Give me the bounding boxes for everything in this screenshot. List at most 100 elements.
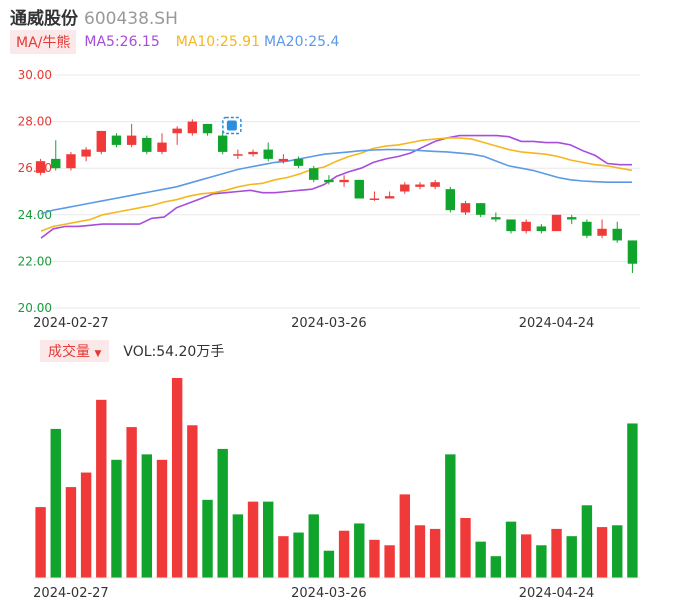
volume-bar[interactable]	[490, 556, 502, 578]
volume-bar[interactable]	[80, 472, 92, 578]
volume-bar[interactable]	[263, 501, 274, 578]
volume-x-tick-label: 2024-02-27	[33, 586, 109, 601]
volume-bar[interactable]	[551, 528, 562, 578]
candle-body[interactable]	[521, 221, 531, 232]
volume-bar[interactable]	[338, 530, 350, 578]
volume-tag[interactable]: 成交量 ▼	[40, 340, 110, 362]
volume-bar[interactable]	[126, 427, 137, 578]
candle-body[interactable]	[172, 128, 182, 134]
volume-bar[interactable]	[308, 514, 319, 578]
x-tick-label: 2024-03-26	[291, 316, 367, 331]
volume-indicator-bar: 成交量 ▼ VOL:54.20万手	[40, 340, 225, 362]
volume-bar[interactable]	[171, 378, 183, 578]
candle-body[interactable]	[217, 135, 228, 152]
volume-bar[interactable]	[217, 448, 228, 578]
candle-body[interactable]	[278, 158, 289, 162]
volume-bar[interactable]	[96, 399, 107, 578]
candle-body[interactable]	[597, 228, 607, 236]
volume-bar[interactable]	[475, 541, 486, 578]
ma20-value: MA20:25.4	[264, 34, 340, 50]
candle-body[interactable]	[309, 168, 319, 180]
candle-body[interactable]	[627, 240, 638, 264]
candle-body[interactable]	[430, 182, 440, 187]
volume-bar[interactable]	[536, 545, 547, 578]
candle-body[interactable]	[157, 142, 167, 152]
ma-indicator-tag[interactable]: MA/牛熊	[10, 30, 77, 54]
candle-body[interactable]	[384, 196, 395, 199]
volume-bar[interactable]	[323, 550, 335, 578]
candle-body[interactable]	[400, 184, 410, 192]
volume-bar[interactable]	[581, 505, 593, 578]
ma-indicator-bar: MA/牛熊 MA5:26.15 MA10:25.91 MA20:25.4	[10, 30, 343, 54]
ma10-value: MA10:25.91	[175, 34, 261, 50]
volume-bar[interactable]	[247, 501, 259, 578]
volume-bar[interactable]	[187, 425, 198, 578]
candle-body[interactable]	[445, 189, 456, 211]
volume-bar[interactable]	[35, 507, 46, 578]
candle-body[interactable]	[339, 179, 349, 183]
candle-body[interactable]	[415, 184, 425, 187]
volume-bar[interactable]	[369, 539, 380, 578]
stock-name: 通威股份	[10, 9, 78, 29]
candle-body[interactable]	[248, 151, 258, 155]
candle-body[interactable]	[126, 135, 137, 145]
volume-bar[interactable]	[354, 523, 365, 578]
x-tick-label: 2024-02-27	[33, 316, 109, 331]
volume-bar[interactable]	[460, 518, 471, 578]
volume-x-tick-label: 2024-04-24	[519, 586, 595, 601]
candle-body[interactable]	[324, 179, 334, 183]
candle-body[interactable]	[293, 158, 304, 166]
candle-body[interactable]	[111, 135, 122, 145]
candle-body[interactable]	[96, 130, 106, 152]
volume-bar[interactable]	[384, 545, 395, 578]
candle-body[interactable]	[551, 214, 562, 232]
ma-line-ma10	[40, 137, 633, 232]
volume-bar[interactable]	[399, 494, 410, 578]
volume-bar[interactable]	[141, 454, 153, 578]
candle-body[interactable]	[202, 123, 213, 134]
volume-bar[interactable]	[505, 521, 517, 578]
volume-bar[interactable]	[156, 459, 168, 578]
y-tick-label: 28.00	[18, 115, 52, 129]
candle-body[interactable]	[506, 219, 516, 232]
volume-bar[interactable]	[596, 527, 608, 578]
candle-body[interactable]	[354, 179, 364, 199]
candle-body[interactable]	[233, 154, 243, 156]
volume-bar[interactable]	[111, 459, 122, 578]
candle-body[interactable]	[187, 121, 198, 134]
volume-bar[interactable]	[445, 454, 456, 578]
volume-bar[interactable]	[414, 525, 426, 578]
candle-body[interactable]	[35, 161, 46, 173]
volume-bar[interactable]	[65, 487, 77, 578]
volume-bar[interactable]	[612, 525, 623, 578]
stock-header: 通威股份 600438.SH	[10, 4, 178, 29]
candle-body[interactable]	[475, 203, 486, 215]
candle-body[interactable]	[491, 217, 501, 220]
candle-body[interactable]	[612, 228, 622, 241]
y-tick-label: 30.00	[18, 68, 52, 82]
volume-bar[interactable]	[232, 514, 244, 578]
volume-bar[interactable]	[50, 428, 61, 578]
candle-body[interactable]	[81, 149, 91, 157]
ma-line-ma20	[40, 148, 632, 215]
y-tick-label: 24.00	[18, 208, 52, 222]
volume-bar[interactable]	[278, 536, 289, 578]
y-tick-label: 20.00	[18, 301, 52, 315]
volume-value: VOL:54.20万手	[123, 344, 225, 360]
candle-body[interactable]	[582, 221, 592, 236]
candle-body[interactable]	[263, 149, 273, 159]
candle-body[interactable]	[66, 154, 76, 169]
candle-body[interactable]	[567, 217, 577, 220]
volume-bar[interactable]	[520, 534, 532, 578]
candle-body[interactable]	[369, 198, 380, 200]
volume-bar[interactable]	[566, 536, 577, 578]
volume-bar[interactable]	[202, 499, 213, 578]
candle-body[interactable]	[51, 158, 61, 169]
candle-body[interactable]	[460, 203, 471, 213]
candle-body[interactable]	[142, 137, 152, 152]
volume-bar[interactable]	[627, 423, 638, 578]
volume-bar[interactable]	[293, 532, 304, 578]
candle-body[interactable]	[536, 226, 547, 232]
volume-bar[interactable]	[429, 528, 441, 578]
y-tick-label: 26.00	[18, 161, 52, 175]
